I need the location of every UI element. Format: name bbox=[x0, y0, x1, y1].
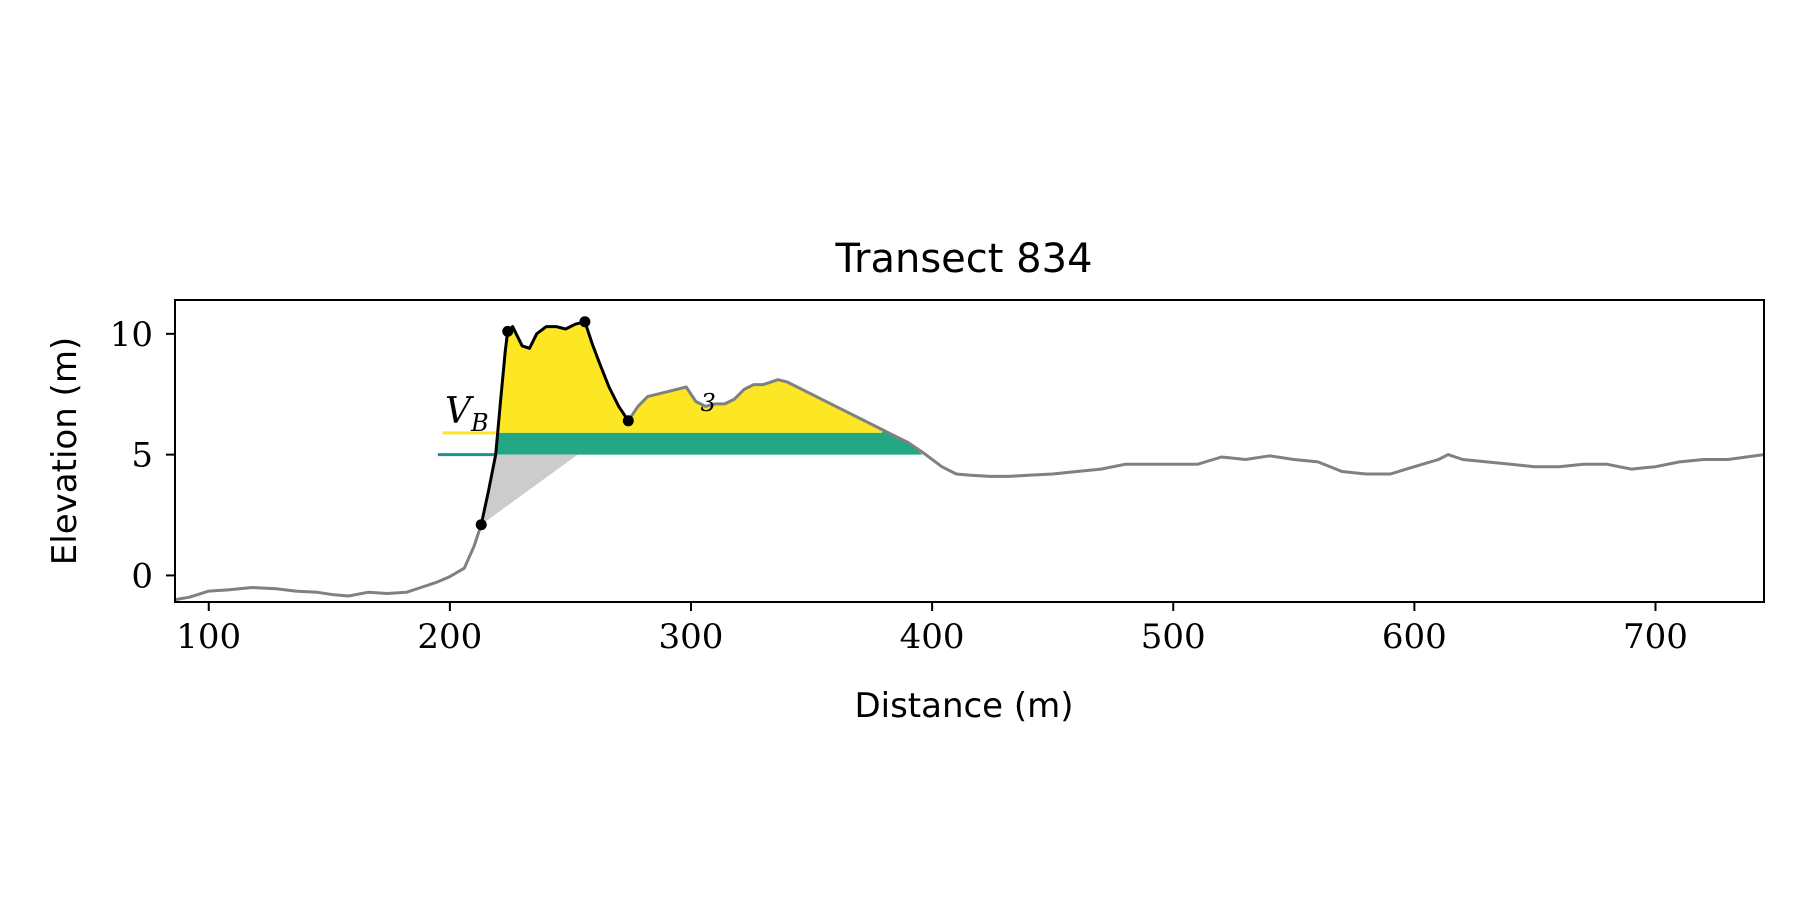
y-axis-label: Elevation (m) bbox=[45, 337, 85, 565]
y-tick-label: 10 bbox=[110, 315, 153, 355]
dune-marker-point bbox=[579, 316, 591, 328]
y-tick-label: 5 bbox=[131, 436, 153, 476]
plot-area bbox=[175, 316, 1764, 602]
lower-volume-fill bbox=[481, 454, 578, 525]
x-tick-label: 500 bbox=[1141, 617, 1206, 657]
dune-marker-point bbox=[502, 325, 514, 337]
x-tick-label: 200 bbox=[417, 617, 482, 657]
dune-profile-line bbox=[479, 320, 630, 526]
plot-frame bbox=[174, 299, 1765, 603]
middle-volume-fill bbox=[495, 430, 923, 455]
volume-annotation: 3 bbox=[701, 389, 716, 417]
x-tick-label: 600 bbox=[1382, 617, 1447, 657]
x-axis-label: Distance (m) bbox=[854, 686, 1073, 726]
x-tick-label: 100 bbox=[176, 617, 241, 657]
volume-annotation: VB bbox=[445, 391, 489, 437]
y-axis: 0 5 10 bbox=[110, 315, 175, 596]
profile-line-landward bbox=[175, 524, 483, 602]
x-axis: 100 200 300 400 500 600 700 bbox=[176, 602, 1688, 657]
y-tick-label: 0 bbox=[131, 556, 153, 596]
profile-line-beach bbox=[627, 378, 1764, 478]
dune-marker-point bbox=[475, 519, 487, 531]
upper-volume-fill bbox=[496, 321, 884, 433]
x-tick-label: 400 bbox=[900, 617, 965, 657]
chart-title: Transect 834 bbox=[834, 236, 1092, 282]
annotations: VB 3 bbox=[445, 389, 716, 437]
dune-marker-point bbox=[622, 415, 634, 427]
x-tick-label: 300 bbox=[659, 617, 724, 657]
x-tick-label: 700 bbox=[1623, 617, 1688, 657]
